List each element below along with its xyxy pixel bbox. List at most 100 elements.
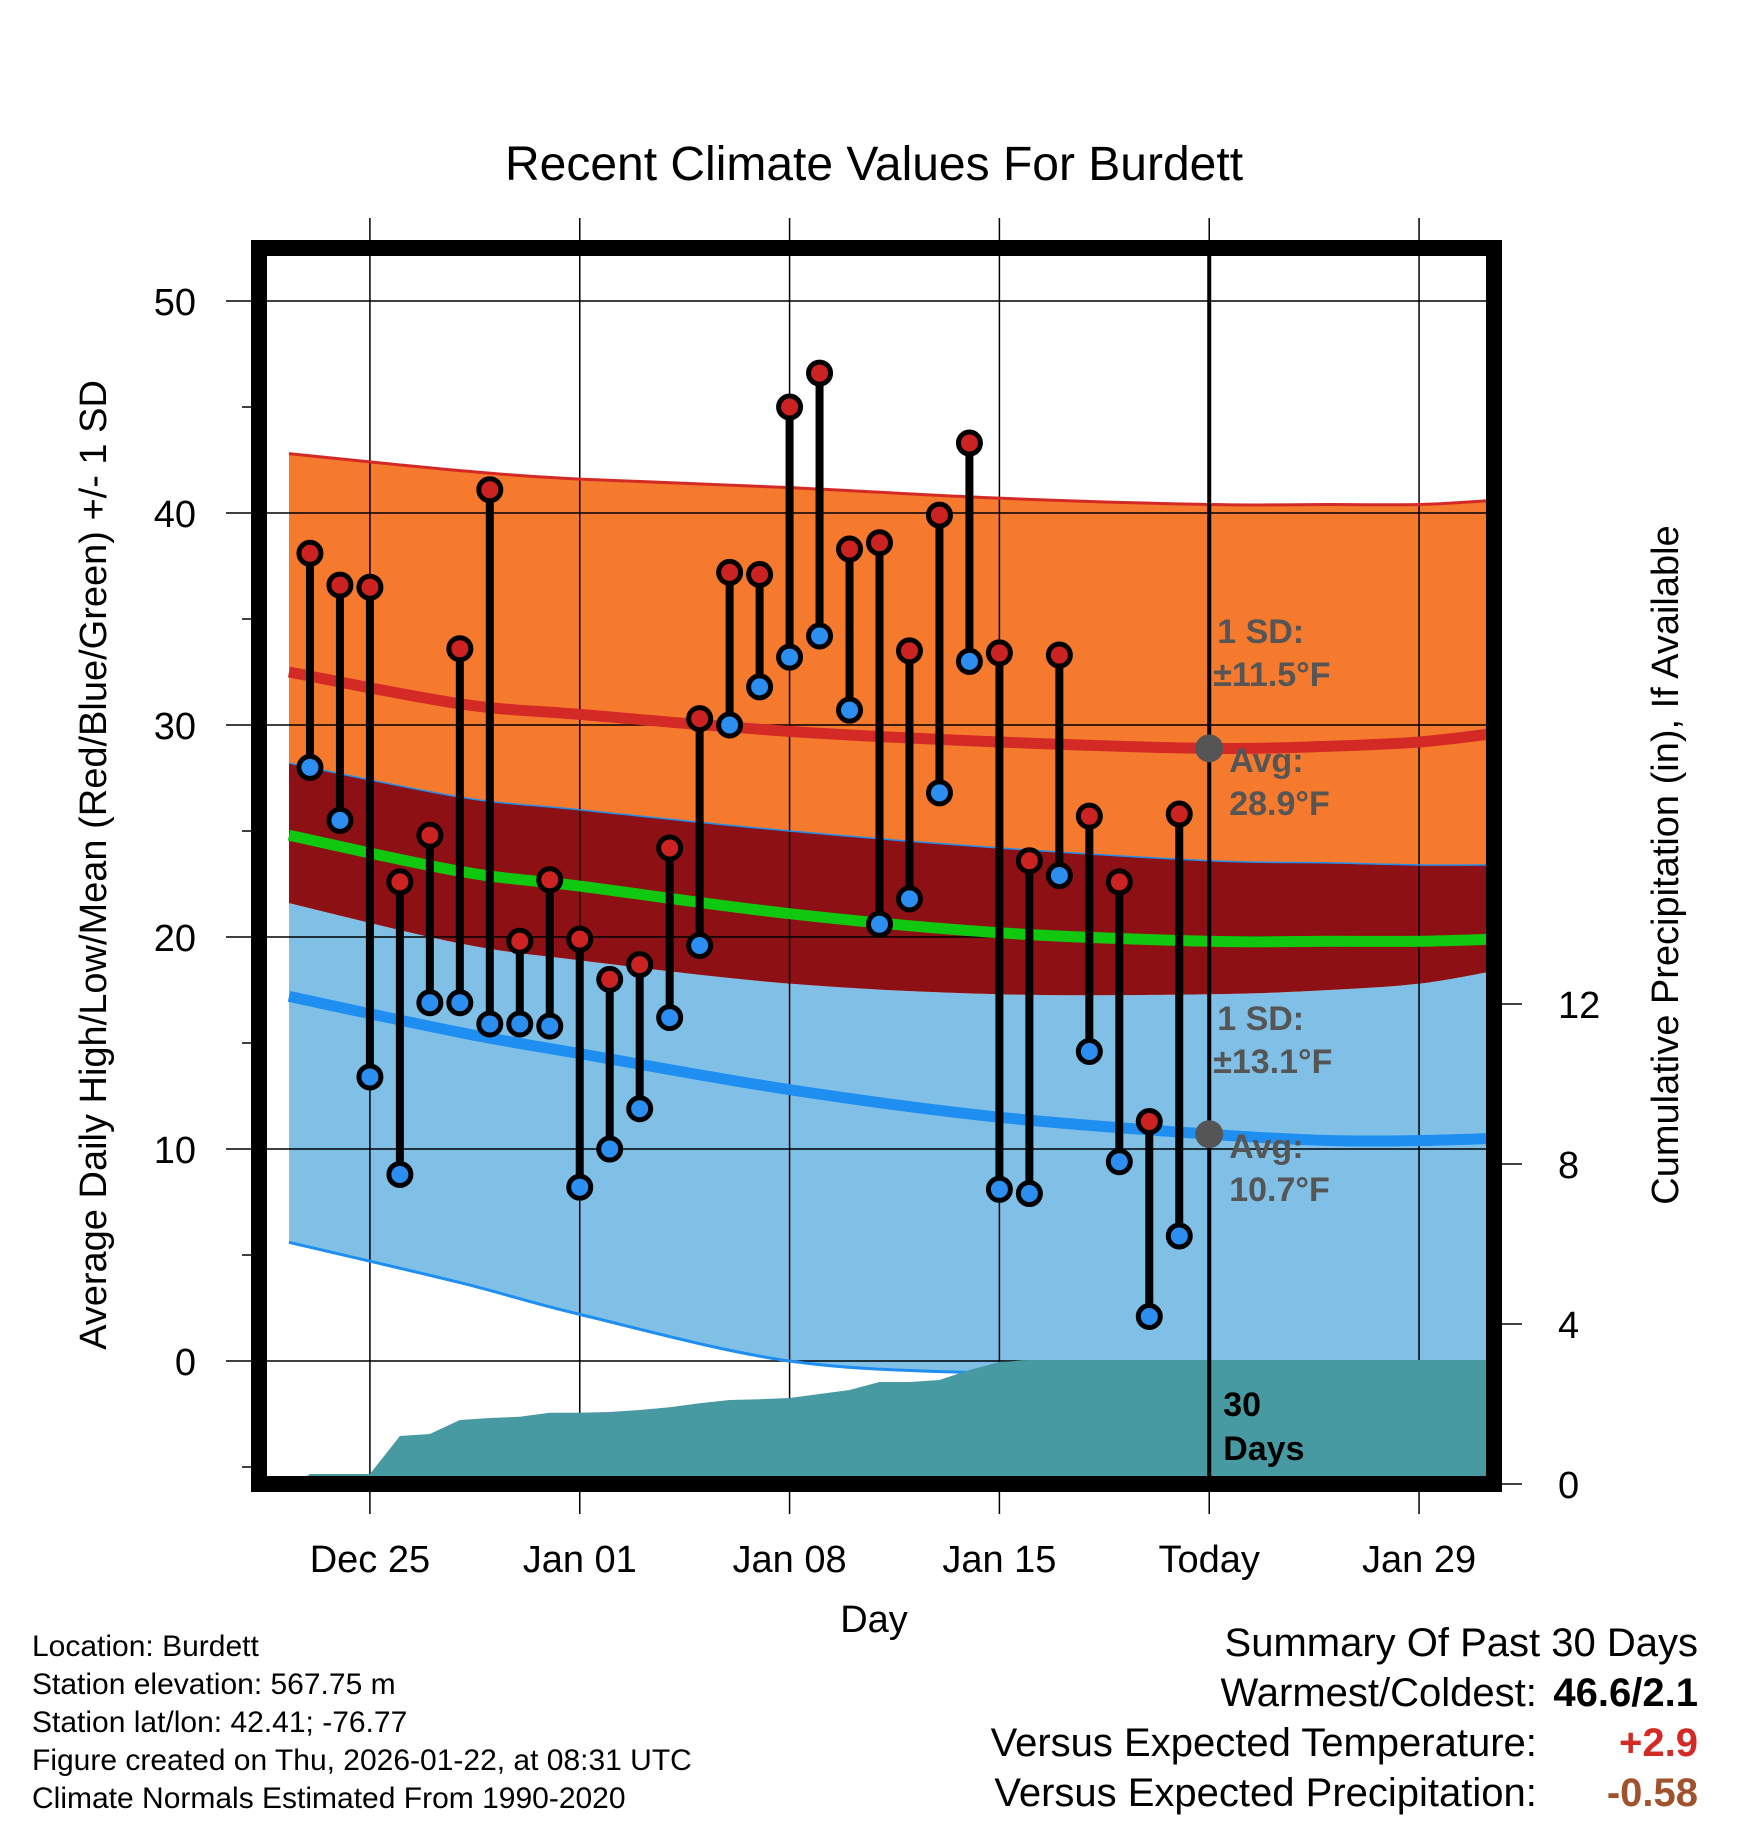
summary-precip-label: Versus Expected Precipitation:	[994, 1771, 1537, 1815]
daily-high-point	[1165, 800, 1193, 828]
daily-low-point	[806, 622, 834, 650]
daily-high-point	[656, 834, 684, 862]
daily-high-point	[386, 868, 414, 896]
footer-location: Location: Burdett	[32, 1630, 259, 1663]
x-tick-label: Dec 25	[310, 1539, 430, 1581]
summary-precip-row: Versus Expected Precipitation: -0.58	[991, 1768, 1698, 1818]
daily-low-point	[326, 806, 354, 834]
daily-high-point	[626, 951, 654, 979]
footer-created: Figure created on Thu, 2026-01-22, at 08…	[32, 1744, 692, 1777]
daily-low-point	[686, 932, 714, 960]
y2-axis-label: Cumulative Precipitation (in), If Availa…	[1645, 525, 1687, 1204]
daily-high-point	[536, 866, 564, 894]
daily-high-point	[716, 558, 744, 586]
daily-high-point	[566, 925, 594, 953]
plot-frame	[251, 240, 1502, 1492]
x-tick-label: Jan 01	[523, 1539, 637, 1581]
y-tick-label: 10	[154, 1130, 196, 1172]
summary-temp-row: Versus Expected Temperature: +2.9	[991, 1718, 1698, 1768]
y-tick-label: 50	[154, 282, 196, 324]
daily-low-point	[955, 647, 983, 675]
low-sd-band	[288, 903, 1494, 1381]
x-tick-label: Jan 29	[1362, 1539, 1476, 1581]
x-tick-label: Jan 08	[733, 1539, 847, 1581]
daily-low-point	[656, 1004, 684, 1032]
summary-temp-label: Versus Expected Temperature:	[990, 1721, 1537, 1765]
daily-low-point	[386, 1160, 414, 1188]
daily-high-point	[925, 501, 953, 529]
days-unit-label: Days	[1223, 1430, 1304, 1468]
daily-high-point	[416, 821, 444, 849]
daily-high-point	[955, 429, 983, 457]
daily-high-point	[506, 927, 534, 955]
daily-low-point	[925, 779, 953, 807]
daily-high-point	[1135, 1107, 1163, 1135]
daily-low-point	[1165, 1222, 1193, 1250]
daily-low-point	[596, 1135, 624, 1163]
summary-warm-cold-value: 46.6/2.1	[1553, 1671, 1698, 1715]
daily-high-point	[776, 393, 804, 421]
daily-low-point	[716, 711, 744, 739]
high-sd-label: 1 SD:	[1217, 613, 1304, 651]
footer-normals: Climate Normals Estimated From 1990-2020	[32, 1782, 626, 1815]
low-avg-line	[287, 991, 1494, 1147]
footer-elevation: Station elevation: 567.75 m	[32, 1668, 396, 1701]
high-sd-value: ±11.5°F	[1213, 656, 1330, 694]
summary-precip-value: -0.58	[1606, 1771, 1698, 1815]
precipitation-area	[294, 1360, 1494, 1484]
daily-low-point	[1105, 1148, 1133, 1176]
daily-data	[296, 359, 1193, 1331]
daily-low-point	[356, 1063, 384, 1091]
daily-high-point	[895, 637, 923, 665]
precip-area	[294, 1360, 1494, 1484]
summary-warm-cold-row: Warmest/Coldest: 46.6/2.1	[991, 1668, 1699, 1718]
high-sd-band	[288, 453, 1494, 866]
y2-tick-label: 8	[1558, 1145, 1579, 1187]
daily-high-point	[1105, 868, 1133, 896]
y2-tick-label: 4	[1558, 1305, 1579, 1347]
daily-high-point	[1075, 802, 1103, 830]
high-avg-label: Avg:	[1229, 742, 1303, 780]
daily-high-point	[476, 476, 504, 504]
high-avg-marker	[1195, 734, 1224, 763]
daily-low-point	[985, 1175, 1013, 1203]
summary-warm-cold-label: Warmest/Coldest:	[1220, 1671, 1537, 1715]
daily-low-point	[776, 643, 804, 671]
y2-tick-label: 0	[1558, 1465, 1579, 1507]
daily-high-point	[596, 965, 624, 993]
plot-border	[251, 240, 1502, 1492]
daily-low-point	[506, 1010, 534, 1038]
y-tick-label: 0	[175, 1342, 196, 1384]
low-sd-value: ±13.1°F	[1213, 1043, 1332, 1081]
daily-low-point	[446, 989, 474, 1017]
daily-low-point	[1075, 1038, 1103, 1066]
normal-bands	[288, 453, 1494, 1381]
high-plus-sd-line	[288, 452, 1494, 507]
high-avg-value: 28.9°F	[1229, 785, 1330, 823]
daily-low-point	[1015, 1180, 1043, 1208]
daily-high-point	[296, 539, 324, 567]
annotations: 1 SD: ±11.5°F Avg: 28.9°F 1 SD: ±13.1°F Avg: 10…	[1195, 613, 1332, 1468]
x-tick-label: Jan 15	[942, 1539, 1056, 1581]
low-sd-label: 1 SD:	[1217, 1000, 1304, 1038]
daily-high-point	[985, 639, 1013, 667]
daily-low-point	[296, 753, 324, 781]
daily-high-point	[746, 560, 774, 588]
summary-temp-value: +2.9	[1619, 1721, 1698, 1765]
y-axis-label: Average Daily High/Low/Mean (Red/Blue/Gr…	[73, 380, 115, 1350]
daily-low-point	[1045, 862, 1073, 890]
daily-low-point	[626, 1095, 654, 1123]
daily-low-point	[566, 1173, 594, 1201]
footer-latlon: Station lat/lon: 42.41; -76.77	[32, 1706, 408, 1739]
daily-high-point	[1045, 641, 1073, 669]
daily-high-point	[326, 571, 354, 599]
daily-high-point	[806, 359, 834, 387]
daily-low-point	[1135, 1303, 1163, 1331]
low-avg-marker	[1195, 1120, 1224, 1149]
axes: Dec 25 Jan 01 Jan 08 Jan 15 Today Jan 29 0 10 20…	[154, 218, 1600, 1581]
days-count-label: 30	[1223, 1386, 1261, 1424]
daily-high-point	[865, 529, 893, 557]
daily-low-point	[416, 989, 444, 1017]
y2-tick-label: 12	[1558, 985, 1600, 1027]
